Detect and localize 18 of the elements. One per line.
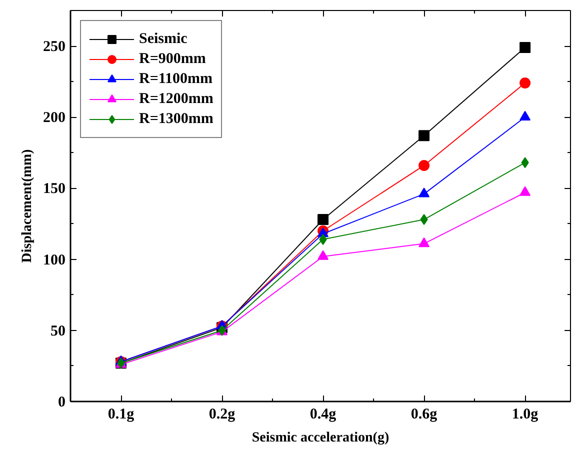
y-tick-label: 50 (50, 323, 66, 340)
y-tick-label: 150 (43, 181, 66, 198)
x-axis-title: Seismic acceleration(g) (252, 430, 390, 446)
x-tick-label: 0.1g (108, 406, 135, 422)
legend-label: R=1100mm (139, 70, 213, 88)
y-tick-label: 250 (43, 39, 66, 56)
legend-label: Seismic (139, 30, 188, 48)
y-tick-label: 100 (43, 252, 66, 268)
y-axis-title: Displacement(mm) (20, 148, 35, 263)
x-tick-label: 0.6g (410, 406, 438, 422)
legend-label: R=900mm (139, 50, 206, 68)
x-tick-label: 0.4g (310, 406, 337, 422)
x-tick-label: 0.2g (208, 406, 236, 422)
y-tick-label: 200 (43, 110, 66, 126)
y-tick-label: 0 (58, 394, 66, 410)
legend-label: R=1200mm (139, 90, 214, 108)
legend-label: R=1300mm (139, 110, 214, 128)
x-tick-label: 1.0g (512, 406, 539, 422)
